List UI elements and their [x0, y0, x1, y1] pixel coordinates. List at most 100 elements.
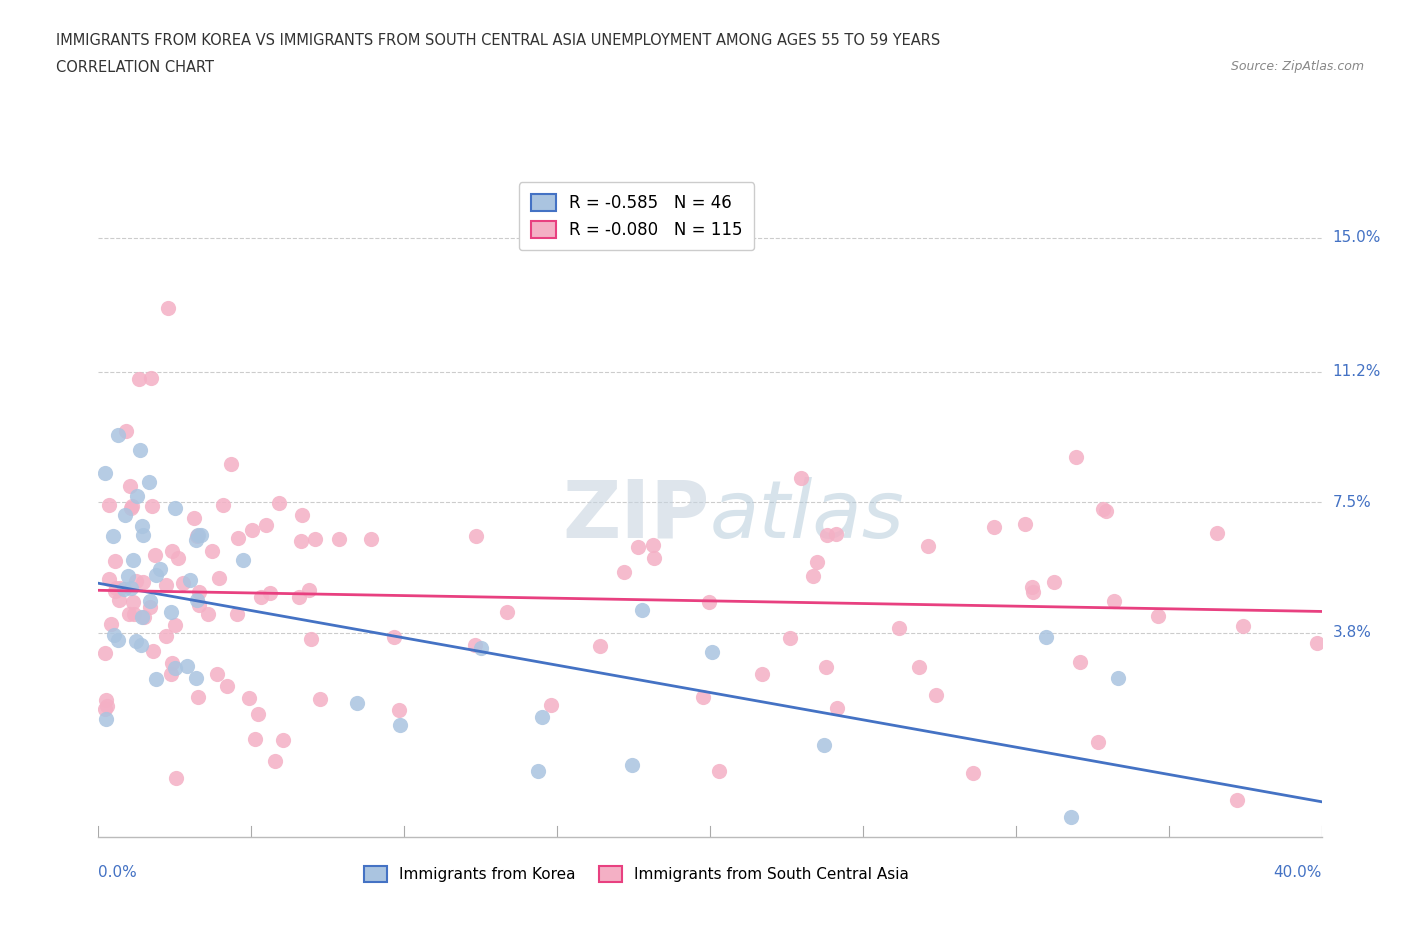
- Point: [495, 604, 517, 619]
- Text: 3.8%: 3.8%: [1333, 625, 1372, 640]
- Point: [925, 687, 948, 702]
- Point: [120, 479, 142, 494]
- Point: [1306, 636, 1329, 651]
- Point: [1232, 618, 1254, 633]
- Point: [190, 528, 212, 543]
- Point: [172, 576, 194, 591]
- Point: [121, 552, 143, 567]
- Point: [145, 671, 167, 686]
- Point: [163, 660, 186, 675]
- Point: [309, 691, 332, 706]
- Point: [125, 574, 148, 589]
- Point: [179, 572, 201, 587]
- Point: [643, 551, 665, 565]
- Point: [360, 532, 382, 547]
- Legend: Immigrants from Korea, Immigrants from South Central Asia: Immigrants from Korea, Immigrants from S…: [357, 858, 917, 890]
- Point: [620, 757, 643, 772]
- Point: [1147, 609, 1170, 624]
- Point: [160, 667, 183, 682]
- Point: [801, 569, 824, 584]
- Point: [288, 590, 311, 604]
- Text: 40.0%: 40.0%: [1274, 865, 1322, 880]
- Text: 7.5%: 7.5%: [1333, 495, 1371, 510]
- Point: [813, 737, 835, 752]
- Point: [131, 528, 153, 543]
- Text: Source: ZipAtlas.com: Source: ZipAtlas.com: [1230, 60, 1364, 73]
- Point: [98, 572, 121, 587]
- Point: [382, 630, 405, 644]
- Point: [232, 553, 254, 568]
- Point: [1107, 671, 1129, 685]
- Point: [187, 690, 209, 705]
- Point: [205, 667, 228, 682]
- Point: [238, 691, 260, 706]
- Point: [187, 584, 209, 599]
- Point: [117, 569, 139, 584]
- Point: [346, 696, 368, 711]
- Point: [197, 606, 219, 621]
- Point: [267, 496, 290, 511]
- Point: [93, 701, 115, 716]
- Point: [243, 731, 266, 746]
- Point: [94, 693, 117, 708]
- Point: [112, 581, 135, 596]
- Point: [163, 618, 186, 632]
- Point: [165, 501, 187, 516]
- Point: [125, 634, 148, 649]
- Point: [751, 667, 773, 682]
- Point: [183, 511, 205, 525]
- Point: [176, 659, 198, 674]
- Point: [1069, 655, 1091, 670]
- Point: [249, 590, 271, 604]
- Point: [139, 594, 162, 609]
- Point: [187, 598, 209, 613]
- Point: [142, 644, 165, 658]
- Point: [1022, 585, 1045, 600]
- Text: 0.0%: 0.0%: [98, 865, 138, 880]
- Point: [707, 764, 730, 778]
- Point: [200, 543, 222, 558]
- Point: [221, 457, 243, 472]
- Point: [1035, 629, 1057, 644]
- Point: [138, 600, 160, 615]
- Point: [186, 528, 208, 543]
- Point: [127, 488, 149, 503]
- Point: [129, 442, 152, 457]
- Point: [464, 638, 486, 653]
- Point: [208, 571, 231, 586]
- Point: [917, 539, 939, 554]
- Point: [211, 498, 233, 512]
- Point: [120, 580, 142, 595]
- Point: [141, 498, 163, 513]
- Point: [641, 538, 664, 552]
- Point: [1042, 575, 1064, 590]
- Point: [138, 475, 160, 490]
- Point: [589, 639, 612, 654]
- Point: [129, 637, 152, 652]
- Point: [627, 539, 650, 554]
- Point: [806, 554, 828, 569]
- Point: [96, 698, 118, 713]
- Point: [157, 301, 180, 316]
- Point: [104, 580, 127, 595]
- Point: [531, 710, 554, 724]
- Point: [1206, 525, 1229, 540]
- Point: [304, 532, 326, 547]
- Point: [134, 609, 156, 624]
- Point: [815, 659, 838, 674]
- Point: [962, 765, 984, 780]
- Point: [290, 533, 312, 548]
- Point: [141, 370, 163, 385]
- Point: [131, 518, 153, 533]
- Point: [389, 717, 412, 732]
- Point: [1064, 450, 1087, 465]
- Point: [779, 631, 801, 645]
- Point: [107, 428, 129, 443]
- Point: [815, 527, 838, 542]
- Point: [789, 471, 811, 485]
- Point: [120, 501, 142, 516]
- Point: [527, 764, 550, 778]
- Point: [145, 567, 167, 582]
- Point: [226, 606, 249, 621]
- Point: [103, 553, 125, 568]
